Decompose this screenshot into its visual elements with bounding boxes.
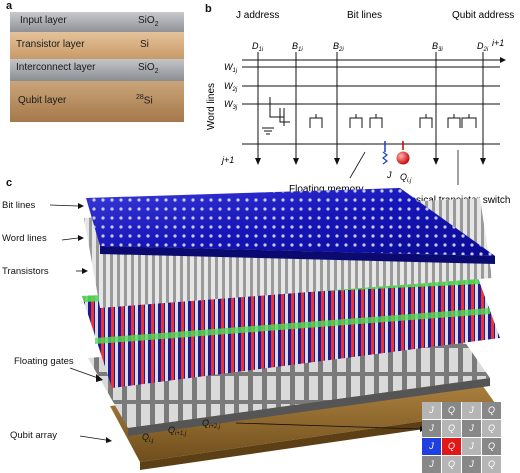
- layer-stack: [10, 12, 184, 122]
- grid-cell: Q: [442, 456, 461, 473]
- grid-cell-highlight-j: J: [422, 438, 441, 455]
- row-label-w2j: W2j: [224, 81, 238, 93]
- panel-b-label: b: [205, 3, 212, 15]
- callout-arrows: [49, 203, 426, 443]
- qubit-label-i1j: Qi+1,j: [168, 425, 187, 437]
- interconnect-layer-material: SiO2: [138, 62, 159, 75]
- input-layer-material: SiO2: [138, 15, 159, 28]
- grid-cell: J: [422, 420, 441, 437]
- floating-memory-resistor: [382, 151, 388, 165]
- column-label-b2i: B2i: [333, 41, 344, 53]
- column-label-d1i: D1i: [252, 41, 264, 53]
- grid-cell: J: [462, 456, 481, 473]
- transistors-callout: Transistors: [2, 266, 49, 277]
- bit-lines-edge: [100, 246, 495, 264]
- j-label: J: [386, 170, 392, 180]
- qubit-layer-material: 28Si: [136, 94, 153, 107]
- grid-cell: Q: [482, 438, 501, 455]
- qubit-label-ij: Qi,j: [142, 432, 154, 444]
- grid-cell: Q: [482, 420, 501, 437]
- qubit-checker-grid: J Q J Q J Q J Q J Q J Q J Q J Q: [422, 402, 502, 473]
- qubit-array-callout: Qubit array: [10, 430, 57, 441]
- interconnect-layer-label: Interconnect layer: [16, 62, 96, 73]
- grid-cell: Q: [482, 402, 501, 419]
- column-label-b3i: B3i: [432, 41, 443, 53]
- panel-a-label: a: [6, 0, 13, 12]
- bit-lines-callout: Bit lines: [2, 200, 36, 211]
- column-label-b1i: B1i: [292, 41, 303, 53]
- j-plus-1-label: j+1: [221, 155, 234, 165]
- grid-cell: J: [462, 402, 481, 419]
- i-plus-1-label: i+1: [492, 38, 504, 48]
- grid-cell: J: [422, 402, 441, 419]
- circuit-wires: [242, 52, 506, 165]
- floating-memory-label: Floating memory: [289, 184, 363, 195]
- bit-lines-label: Bit lines: [347, 10, 382, 21]
- panel-c-label: c: [6, 177, 13, 189]
- qubit-sphere: [396, 151, 410, 165]
- word-lines-label: Word lines: [206, 83, 217, 130]
- gates-edge: [128, 378, 490, 436]
- column-label-d2i: D2i: [477, 41, 489, 53]
- grid-cell: J: [462, 438, 481, 455]
- interconnect-layer: [10, 59, 184, 81]
- grid-cell-highlight-q: Q: [442, 438, 461, 455]
- word-lines-callout: Word lines: [2, 233, 47, 244]
- input-layer-label: Input layer: [20, 15, 67, 26]
- floating-gates-callout: Floating gates: [14, 356, 74, 367]
- qubit-address-label: Qubit address: [452, 10, 514, 21]
- transistor-layer: [10, 32, 184, 59]
- grid-cell: J: [462, 420, 481, 437]
- qubit-label-i2j: Qi+2,j: [202, 418, 221, 430]
- input-layer: [10, 12, 184, 32]
- qubit-q-label: Qi,j: [400, 172, 412, 184]
- row-label-w1j: W1j: [224, 62, 238, 74]
- qubit-layer: [10, 81, 184, 122]
- j-address-label: J address: [236, 10, 279, 21]
- transistor-block: [82, 278, 500, 388]
- architecture-3d: Qi,j Qi+1,j Qi+2,j: [49, 188, 500, 470]
- floating-memory-pointer: [349, 151, 366, 179]
- circuit-schematic: J address Bit lines Qubit address i+1 j+…: [206, 10, 514, 205]
- grid-cell: Q: [442, 420, 461, 437]
- substrate-edge: [140, 410, 500, 470]
- transistor-layer-label: Transistor layer: [16, 39, 85, 50]
- grid-cell: Q: [482, 456, 501, 473]
- row-label-w3j: W3j: [224, 99, 238, 111]
- grid-cell: Q: [442, 402, 461, 419]
- transistor-layer-material: Si: [140, 39, 149, 50]
- grid-cell: J: [422, 456, 441, 473]
- word-line-strip-2: [95, 308, 490, 344]
- qubit-layer-label: Qubit layer: [18, 95, 67, 106]
- bit-lines-grid: [86, 188, 495, 256]
